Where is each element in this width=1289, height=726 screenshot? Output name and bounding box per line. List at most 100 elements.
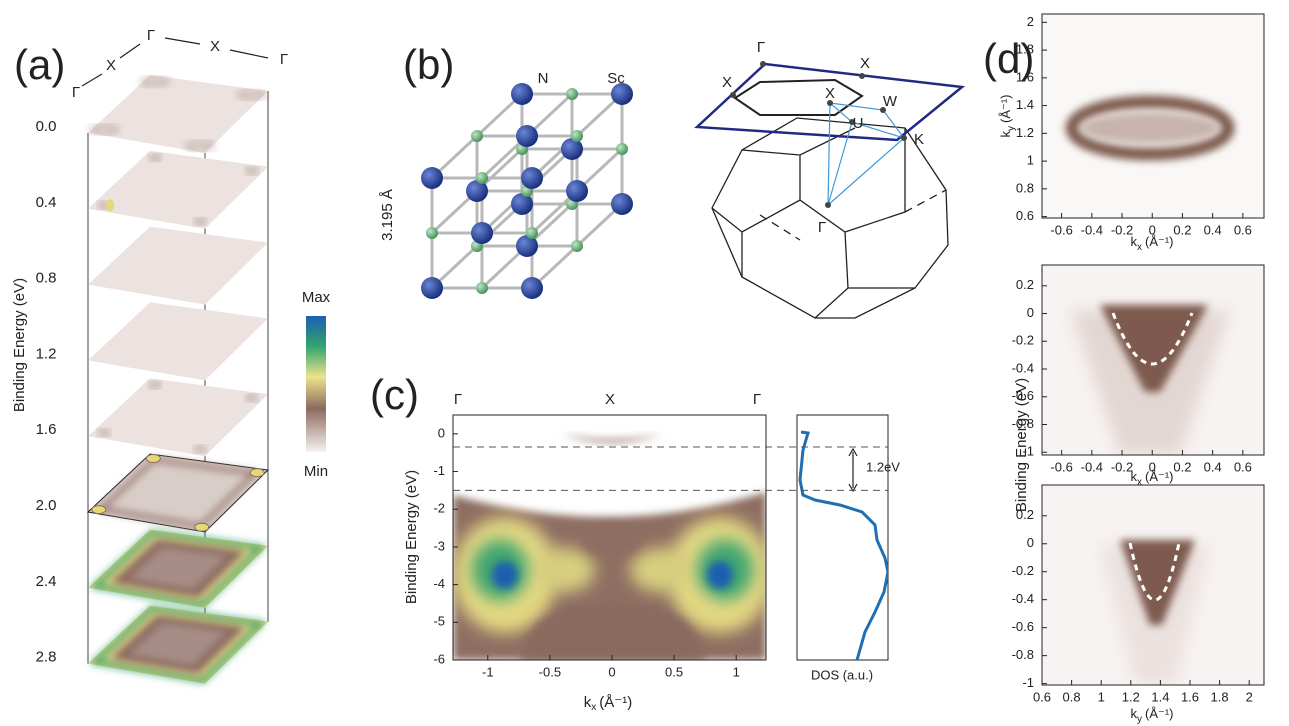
bz-label: Γ bbox=[818, 219, 826, 236]
x-tick-label: 0.4 bbox=[1204, 222, 1222, 237]
slice bbox=[88, 75, 268, 153]
y-tick-label: 2 bbox=[1027, 14, 1034, 29]
x-tick-label: -0.6 bbox=[1050, 222, 1072, 237]
sc-atom bbox=[421, 277, 443, 299]
atom-label: N bbox=[538, 70, 549, 87]
figure: (a) (b) (c) (d) Γ X Γ X Γ Binding Energy… bbox=[0, 0, 1289, 726]
y-tick-label: -4 bbox=[433, 576, 445, 591]
panel-a: Γ X Γ X Γ Binding Energy (eV) Max Min 0.… bbox=[11, 27, 331, 684]
gap-label: 1.2eV bbox=[866, 459, 900, 474]
y-tick-label: 1 bbox=[1027, 153, 1034, 168]
x-tick-label: 0 bbox=[1149, 459, 1156, 474]
energy-label: 2.8 bbox=[36, 649, 57, 666]
y-tick-label: -0.2 bbox=[1012, 563, 1034, 578]
axis-label: ky(Å⁻¹) bbox=[1130, 706, 1173, 724]
y-tick-label: 0 bbox=[1027, 305, 1034, 320]
energy-slice bbox=[88, 151, 268, 229]
y-tick-label: -1 bbox=[1022, 675, 1034, 690]
x-tick-label: 0.2 bbox=[1173, 222, 1191, 237]
pocket bbox=[106, 199, 114, 211]
x-tick-label: 2 bbox=[1246, 689, 1253, 704]
sc-atom bbox=[516, 125, 538, 147]
x-tick-label: 0.4 bbox=[1204, 459, 1222, 474]
y-tick-label: -1 bbox=[1022, 444, 1034, 459]
axis-label: kx(Å⁻¹) bbox=[584, 694, 632, 713]
y-tick-label: 0 bbox=[438, 425, 445, 440]
bz-label: X bbox=[860, 55, 870, 72]
gap-arrow bbox=[849, 449, 857, 491]
n-atom bbox=[571, 240, 583, 252]
energy-slice bbox=[88, 227, 268, 305]
heatmap bbox=[1042, 485, 1264, 685]
panel-d: Binding Energy (eV) ky(Å⁻¹) kx(Å⁻¹) kx(Å… bbox=[998, 14, 1264, 725]
y-tick-label: 1.4 bbox=[1016, 97, 1034, 112]
n-atom bbox=[426, 227, 438, 239]
energy-slice bbox=[88, 530, 268, 608]
y-tick-label: -5 bbox=[433, 614, 445, 629]
colorbar bbox=[306, 316, 326, 452]
path-label: X bbox=[605, 391, 615, 408]
energy-label: 0.0 bbox=[36, 118, 57, 135]
energy-label: 2.4 bbox=[36, 573, 57, 590]
path-label: X bbox=[210, 38, 220, 55]
sc-atom bbox=[521, 277, 543, 299]
x-tick-label: 0.6 bbox=[1234, 459, 1252, 474]
energy-label: 0.8 bbox=[36, 270, 57, 287]
y-tick-label: 0.2 bbox=[1016, 507, 1034, 522]
x-tick-label: 0.8 bbox=[1063, 689, 1081, 704]
energy-label: 0.4 bbox=[36, 194, 57, 211]
panel-label: (c) bbox=[370, 371, 419, 418]
energy-label: 2.0 bbox=[36, 497, 57, 514]
panel-c: 1.2eV DOS (a.u.) Γ X Γ Binding Energy (e… bbox=[403, 391, 900, 713]
x-tick-label: -0.6 bbox=[1050, 459, 1072, 474]
slice bbox=[88, 378, 268, 456]
x-tick-label: -0.2 bbox=[1111, 459, 1133, 474]
x-tick-label: -0.2 bbox=[1111, 222, 1133, 237]
n-atom bbox=[566, 88, 578, 100]
n-atom bbox=[616, 143, 628, 155]
energy-slice bbox=[88, 75, 268, 153]
x-tick-label: 0.6 bbox=[1033, 689, 1051, 704]
y-tick-label: -0.4 bbox=[1012, 360, 1034, 375]
panel-label: (b) bbox=[403, 41, 454, 88]
y-tick-label: -0.6 bbox=[1012, 619, 1034, 634]
pocket bbox=[92, 506, 106, 514]
panel-label: (a) bbox=[14, 41, 65, 88]
x-tick-label: 0.5 bbox=[665, 664, 683, 679]
x-tick-label: 0.2 bbox=[1173, 459, 1191, 474]
energy-slice bbox=[88, 454, 268, 532]
n-atom bbox=[476, 172, 488, 184]
bz-label: U bbox=[853, 115, 864, 132]
n-atom bbox=[476, 282, 488, 294]
heatmap bbox=[1042, 265, 1264, 455]
path-label: X bbox=[106, 57, 116, 74]
bz-label: Γ bbox=[757, 39, 765, 56]
lattice bbox=[421, 83, 633, 299]
x-tick-label: 1.2 bbox=[1122, 689, 1140, 704]
path-label: Γ bbox=[147, 27, 155, 44]
axis-label: Binding Energy (eV) bbox=[403, 470, 420, 604]
y-tick-label: 0.2 bbox=[1016, 277, 1034, 292]
path-label: Γ bbox=[72, 84, 80, 101]
bz-label: W bbox=[883, 93, 898, 110]
sc-atom bbox=[611, 193, 633, 215]
pocket bbox=[250, 469, 264, 477]
heatmap bbox=[1042, 14, 1264, 218]
sc-atom bbox=[611, 83, 633, 105]
path-label: Γ bbox=[753, 391, 761, 408]
x-tick-label: 0 bbox=[1149, 222, 1156, 237]
energy-label: 1.2 bbox=[36, 345, 57, 362]
x-tick-label: 0 bbox=[608, 664, 615, 679]
bz-label: X bbox=[825, 85, 835, 102]
x-tick-label: -0.4 bbox=[1081, 222, 1103, 237]
slice bbox=[88, 302, 268, 380]
y-tick-label: -0.4 bbox=[1012, 591, 1034, 606]
x-tick-label: 0.6 bbox=[1234, 222, 1252, 237]
x-tick-label: -0.5 bbox=[539, 664, 561, 679]
y-tick-label: -3 bbox=[433, 538, 445, 553]
energy-slice bbox=[88, 378, 268, 456]
x-tick-label: 1.6 bbox=[1181, 689, 1199, 704]
x-tick-label: 1 bbox=[733, 664, 740, 679]
dos-label: DOS (a.u.) bbox=[811, 667, 873, 682]
x-tick-label: -0.4 bbox=[1081, 459, 1103, 474]
